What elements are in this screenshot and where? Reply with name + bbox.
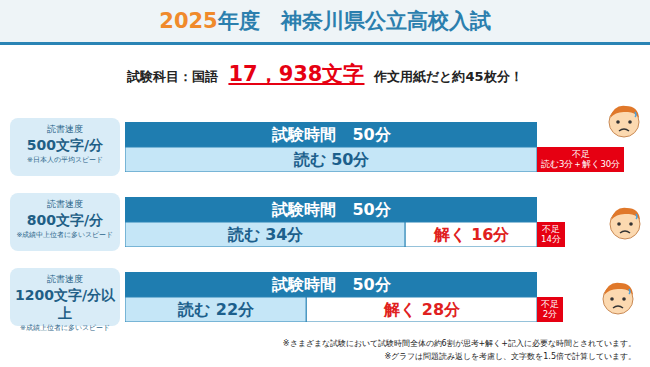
- svg-text:解く 16分: 解く 16分: [433, 225, 511, 244]
- html-text:読書速度: 読書速度: [47, 124, 83, 134]
- html-text:不足: 不足: [541, 223, 560, 234]
- html-text:作文用紙だと約45枚分！: 作文用紙だと約45枚分！: [374, 69, 523, 84]
- html-text:14分: 14分: [541, 233, 561, 244]
- svg-text:試験時間 50分: 試験時間 50分: [271, 200, 391, 219]
- html-text:800文字/分: 800文字/分: [26, 212, 104, 228]
- html-text:不足: 不足: [571, 148, 590, 159]
- html-text:17，938文字: 17，938文字: [228, 62, 365, 86]
- html-text:読む3分＋解く30分: 読む3分＋解く30分: [541, 158, 621, 169]
- html-text:※グラフは問題読み返しを考慮し、文字数を1.5倍で計算してい: ※グラフは問題読み返しを考慮し、文字数を1.5倍で計算しています。: [384, 351, 636, 361]
- svg-text:解く 28分: 解く 28分: [383, 300, 461, 319]
- html-text:※さまざまな試験において試験時間全体の約6割が思考+解く+記: ※さまざまな試験において試験時間全体の約6割が思考+解く+記入に必要な時間とされ…: [282, 339, 636, 348]
- html-text:読書速度: 読書速度: [47, 274, 83, 284]
- html-text:※日本人の平均スピード: ※日本人の平均スピード: [27, 156, 103, 164]
- html-text:1200文字/分以上: 1200文字/分以上: [15, 287, 115, 321]
- svg-text:読む 50分: 読む 50分: [293, 150, 371, 169]
- html-text:500文字/分: 500文字/分: [26, 137, 104, 153]
- svg-text:読む 22分: 読む 22分: [177, 300, 255, 319]
- html-text:試験科目：国語: 試験科目：国語: [127, 69, 219, 84]
- html-text:※成績中上位者に多いスピード: ※成績中上位者に多いスピード: [16, 231, 114, 239]
- html-text:2025年度 神奈川県公立高校入試: 2025年度 神奈川県公立高校入試: [159, 9, 491, 33]
- html-text:※成績上位者に多いスピード: ※成績上位者に多いスピード: [20, 324, 110, 332]
- svg-text:読む 34分: 読む 34分: [227, 225, 305, 244]
- html-text:不足: 不足: [541, 298, 559, 309]
- html-text:2分: 2分: [542, 308, 558, 319]
- svg-text:試験時間 50分: 試験時間 50分: [271, 125, 391, 144]
- html-text:読書速度: 読書速度: [47, 199, 83, 209]
- svg-text:試験時間 50分: 試験時間 50分: [271, 275, 391, 294]
